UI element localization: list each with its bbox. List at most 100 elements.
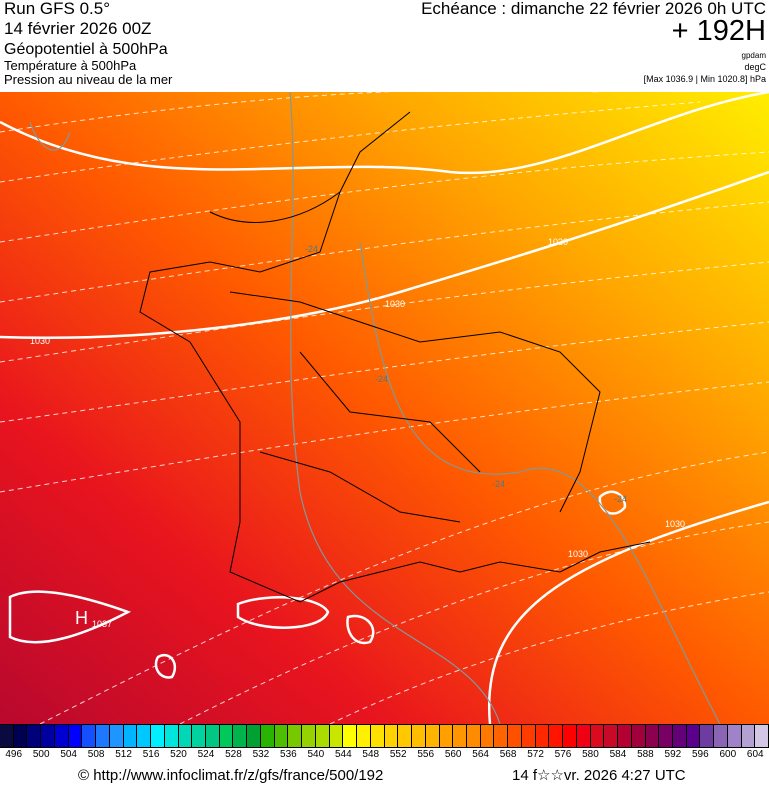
temperature-label: -24 bbox=[492, 479, 505, 489]
colorbar-label: 504 bbox=[60, 749, 77, 760]
isobar-label: 1030 bbox=[30, 336, 50, 346]
isobar-labels: 1030 1030 1030 1030 1030 bbox=[30, 237, 685, 559]
colorbar-cell bbox=[54, 725, 69, 747]
colorbar-cell bbox=[315, 725, 330, 747]
colorbar-cell bbox=[192, 725, 207, 747]
colorbar-cell bbox=[645, 725, 660, 747]
colorbar-label: 516 bbox=[142, 749, 160, 760]
colorbar-cell bbox=[0, 725, 14, 747]
colorbar-cell bbox=[384, 725, 399, 747]
colorbar-cell bbox=[425, 725, 440, 747]
colorbar-label: 536 bbox=[280, 749, 297, 760]
colorbar-label: 580 bbox=[582, 749, 599, 760]
colorbar-cell bbox=[274, 725, 289, 747]
colorbar-label: 496 bbox=[5, 749, 23, 760]
lead-time: + 192H bbox=[671, 15, 766, 47]
colorbar-cell bbox=[453, 725, 467, 747]
colorbar-label: 592 bbox=[664, 749, 682, 760]
colorbar-cell bbox=[206, 725, 220, 747]
colorbar-label: 600 bbox=[719, 749, 737, 760]
run-title: Run GFS 0.5° bbox=[4, 0, 111, 18]
colorbar-cell bbox=[260, 725, 275, 747]
source-url[interactable]: © http://www.infoclimat.fr/z/gfs/france/… bbox=[78, 767, 384, 784]
colorbar-cell bbox=[233, 725, 248, 747]
colorbar-label: 508 bbox=[87, 749, 105, 760]
colorbar-label: 556 bbox=[417, 749, 435, 760]
generation-time: 14 f☆☆vr. 2026 4:27 UTC bbox=[512, 767, 686, 784]
temperature-contours bbox=[29, 92, 721, 724]
temperature-label: -24 bbox=[614, 494, 627, 504]
coastline bbox=[139, 111, 651, 603]
colorbar-label: 528 bbox=[225, 749, 242, 760]
colorbar-cell bbox=[370, 725, 385, 747]
colorbar-cell bbox=[549, 725, 564, 747]
colorbar-label: 532 bbox=[252, 749, 270, 760]
colorbar-cell bbox=[727, 725, 742, 747]
colorbar-cell bbox=[631, 725, 646, 747]
layer-geopotential: Géopotentiel à 500hPa bbox=[4, 41, 168, 58]
colorbar-cell bbox=[398, 725, 413, 747]
isobar-label: 1030 bbox=[385, 299, 405, 309]
colorbar-cell bbox=[618, 725, 632, 747]
colorbar-label: 564 bbox=[472, 749, 489, 760]
colorbar-label: 576 bbox=[554, 749, 572, 760]
run-date: 14 février 2026 00Z bbox=[4, 19, 152, 38]
geopotential-field bbox=[0, 92, 769, 724]
colorbar-cell bbox=[508, 725, 522, 747]
colorbar-labels: 496 500 504 508 512 516 520 524 528 532 536 540 544 5… bbox=[0, 749, 769, 761]
isobars bbox=[0, 92, 769, 724]
colorbar-cell bbox=[357, 725, 371, 747]
colorbar-label: 548 bbox=[362, 749, 380, 760]
layer-pressure: Pression au niveau de la mer bbox=[4, 72, 173, 87]
colorbar-cell bbox=[439, 725, 454, 747]
colorbar-cell bbox=[123, 725, 138, 747]
geopotential-contours bbox=[0, 92, 769, 724]
colorbar-cell bbox=[288, 725, 303, 747]
isobar-label: 1030 bbox=[548, 237, 568, 247]
colorbar-cell bbox=[151, 725, 165, 747]
colorbar-label: 604 bbox=[746, 749, 764, 760]
unit-gpdam: gpdam bbox=[741, 51, 766, 60]
colorbar-cell bbox=[109, 725, 124, 747]
colorbar-label: 596 bbox=[691, 749, 709, 760]
colorbar-cell bbox=[755, 725, 769, 747]
colorbar-cell bbox=[700, 725, 715, 747]
colorbar-cell bbox=[137, 725, 152, 747]
colorbar-cell bbox=[563, 725, 577, 747]
colorbar-cell bbox=[686, 725, 701, 747]
colorbar-cell bbox=[164, 725, 179, 747]
colorbar bbox=[0, 724, 769, 748]
pressure-range: [Max 1036.9 | Min 1020.8] hPa bbox=[643, 74, 766, 84]
colorbar-label: 500 bbox=[32, 749, 50, 760]
colorbar-cell bbox=[13, 725, 28, 747]
colorbar-label: 512 bbox=[115, 749, 132, 760]
high-pressure-value: 1037 bbox=[92, 619, 112, 629]
colorbar-cell bbox=[247, 725, 261, 747]
colorbar-cell bbox=[576, 725, 591, 747]
colorbar-label: 540 bbox=[307, 749, 325, 760]
colorbar-cell bbox=[604, 725, 619, 747]
colorbar-label: 588 bbox=[637, 749, 654, 760]
layer-temperature: Température à 500hPa bbox=[4, 58, 137, 73]
colorbar-label: 584 bbox=[609, 749, 627, 760]
colorbar-label: 520 bbox=[170, 749, 187, 760]
colorbar-cell bbox=[590, 725, 605, 747]
colorbar-label: 544 bbox=[334, 749, 352, 760]
colorbar-cell bbox=[412, 725, 426, 747]
colorbar-cell bbox=[741, 725, 756, 747]
colorbar-cell bbox=[41, 725, 55, 747]
colorbar-cell bbox=[480, 725, 495, 747]
colorbar-cell bbox=[302, 725, 316, 747]
colorbar-cell bbox=[329, 725, 344, 747]
colorbar-cell bbox=[535, 725, 550, 747]
weather-map[interactable]: 1030 1030 1030 1030 1030 H 1037 -24 -24 … bbox=[0, 92, 769, 724]
valid-time: Echéance : dimanche 22 février 2026 0h U… bbox=[421, 0, 766, 18]
colorbar-cell bbox=[178, 725, 193, 747]
colorbar-cell bbox=[82, 725, 97, 747]
high-pressure-marker: H bbox=[75, 608, 88, 628]
colorbar-cell bbox=[27, 725, 42, 747]
colorbar-cell bbox=[219, 725, 234, 747]
colorbar-cell bbox=[68, 725, 83, 747]
colorbar-label: 572 bbox=[527, 749, 544, 760]
colorbar-cell bbox=[672, 725, 687, 747]
